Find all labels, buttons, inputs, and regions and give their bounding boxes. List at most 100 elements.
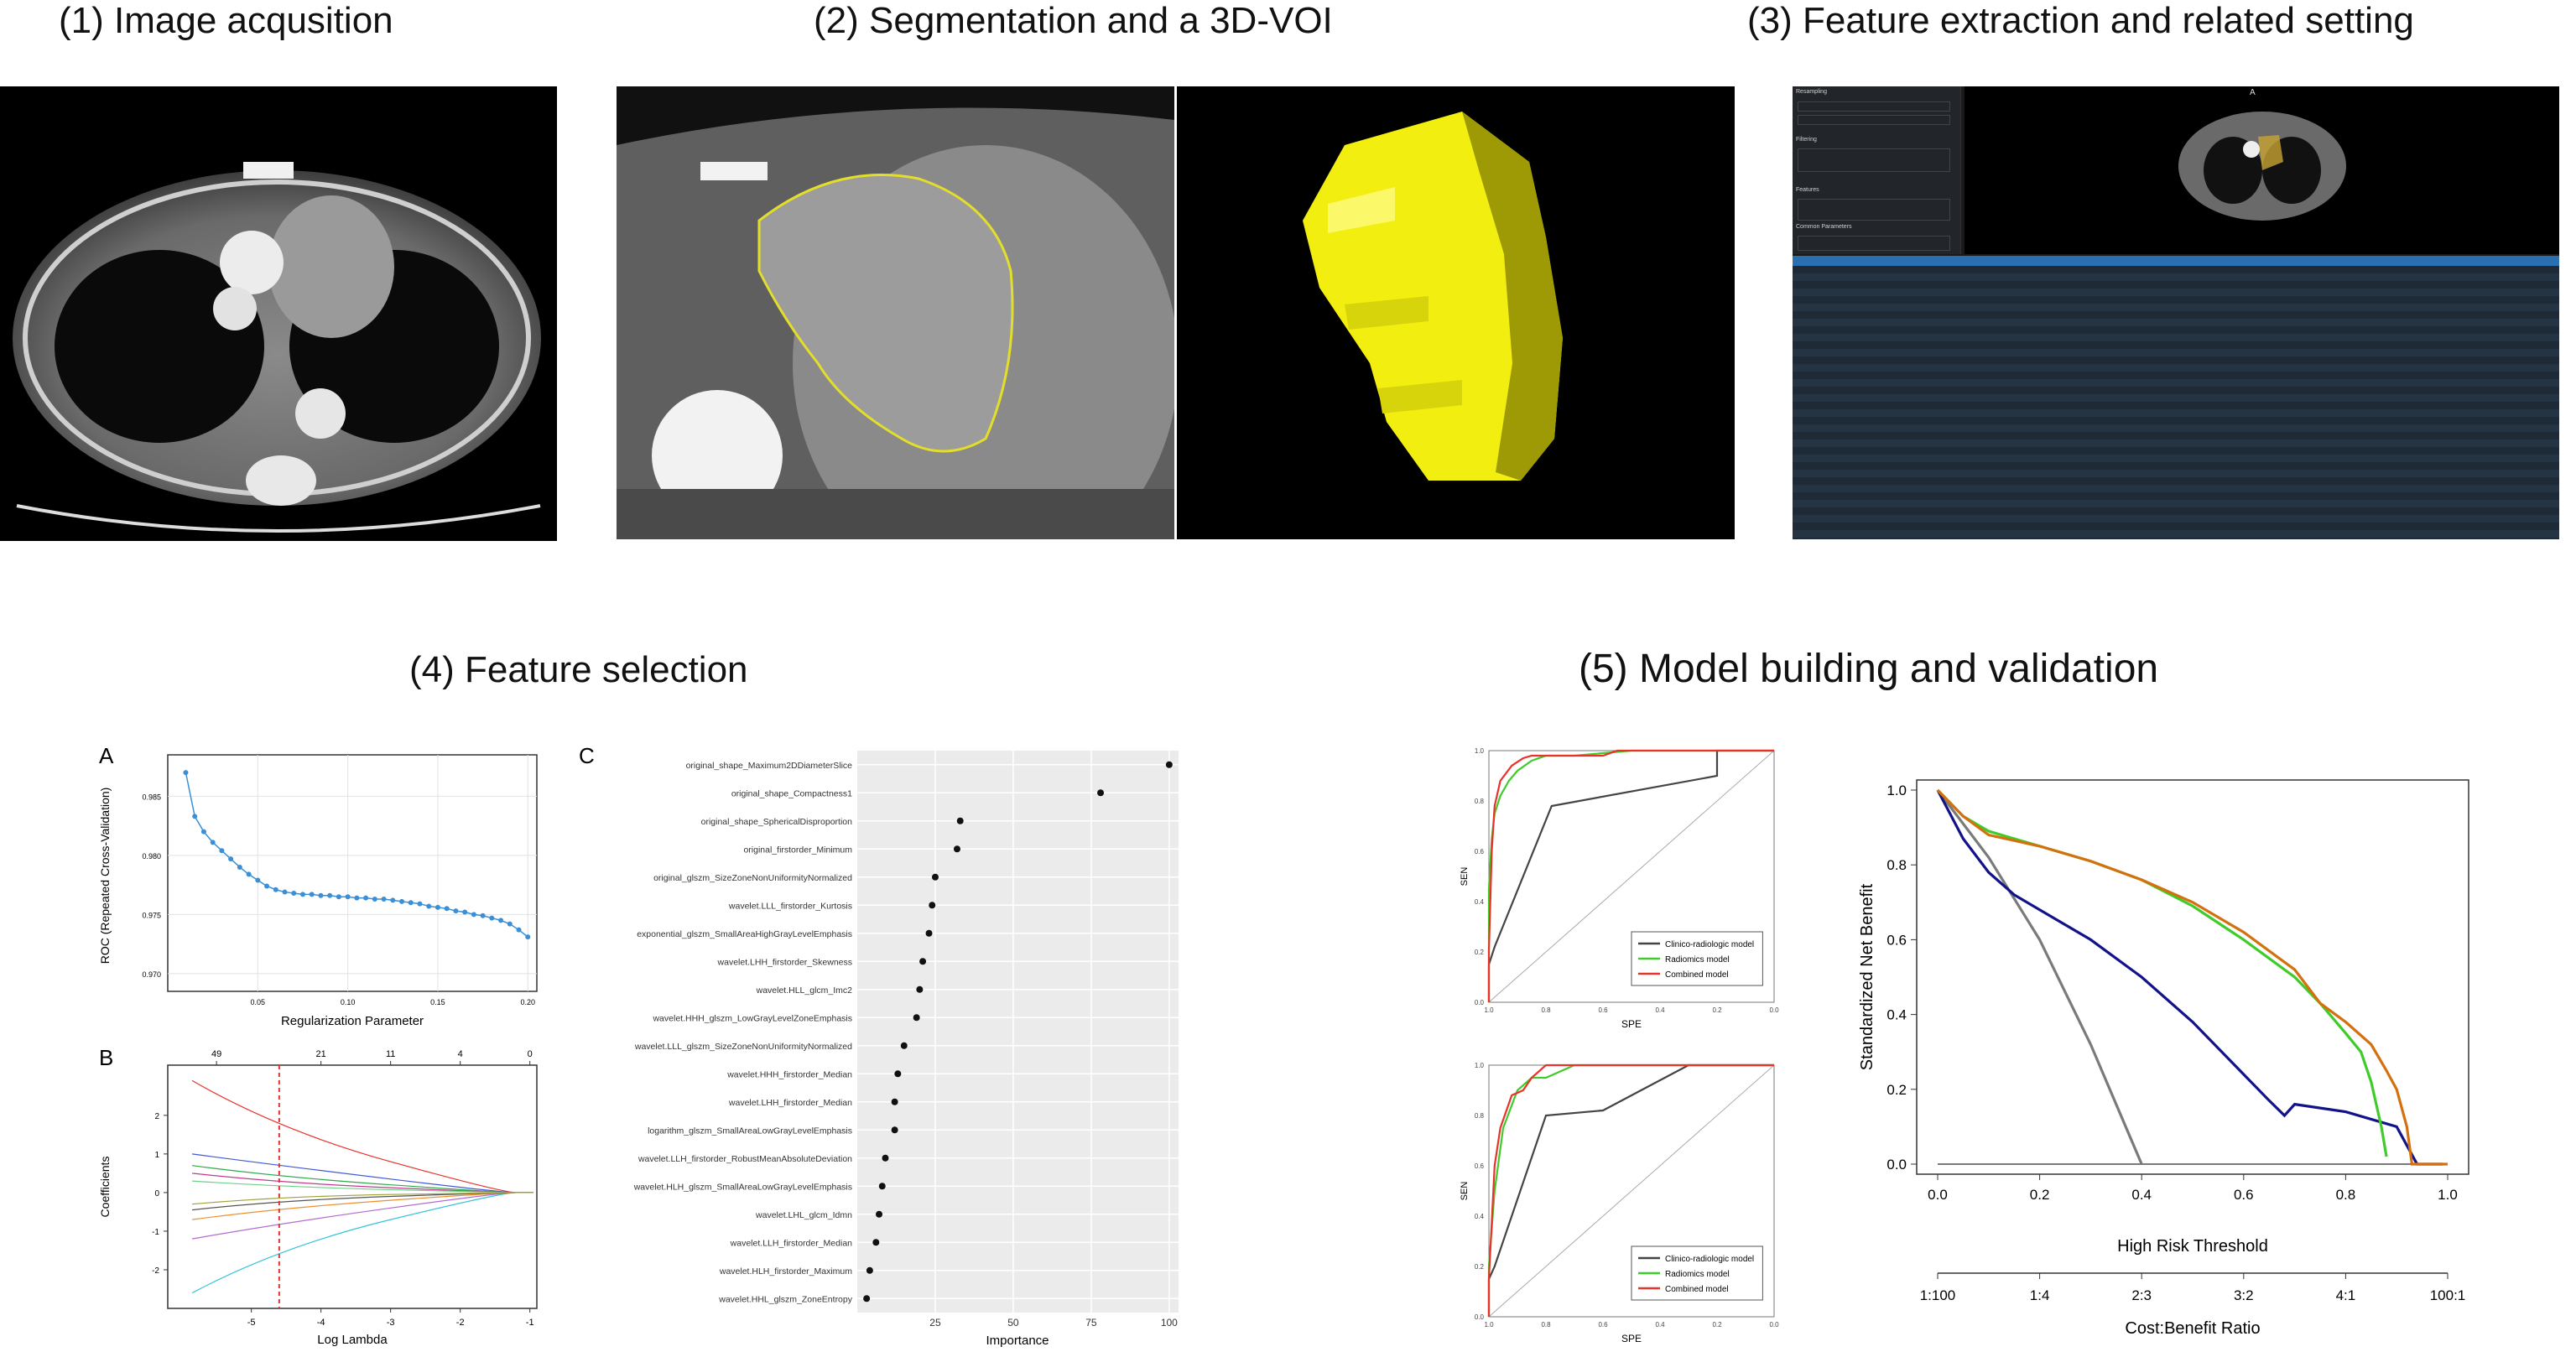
ct-preview: A bbox=[1965, 86, 2559, 254]
roc-point bbox=[299, 892, 305, 897]
roc-point bbox=[489, 915, 495, 921]
importance-point bbox=[872, 1239, 880, 1246]
y-tick-label: 0.0 bbox=[1475, 999, 1485, 1006]
roc-point bbox=[453, 908, 459, 914]
coefficient-path bbox=[191, 1192, 533, 1240]
y-tick-label: 0 bbox=[154, 1189, 159, 1199]
cost-tick-label: 1:100 bbox=[1920, 1287, 1956, 1303]
roc-point bbox=[255, 877, 261, 883]
section-filtering: Filtering bbox=[1796, 137, 1817, 143]
feature-label: wavelet.LHL_glcm_Idmn bbox=[755, 1210, 852, 1220]
legend-label: Combined model bbox=[1665, 1285, 1729, 1294]
coefficient-path bbox=[191, 1079, 533, 1193]
importance-point bbox=[891, 1126, 898, 1134]
y-tick-label: 0.8 bbox=[1475, 798, 1485, 805]
legend-label: Clinico-radiologic model bbox=[1665, 940, 1754, 949]
panel-a-xlabel: Regularization Parameter bbox=[281, 1014, 424, 1028]
dca-chart: 0.0 0.2 0.4 0.6 0.8 1.0 0.0 0.2 0.4 0.6 0.8 1.0 1:… bbox=[1858, 779, 2469, 1338]
roc-point bbox=[426, 903, 432, 909]
diagonal-reference bbox=[1488, 1064, 1775, 1318]
3d-voi-render bbox=[1177, 86, 1735, 539]
feature-label: wavelet.LLL_firstorder_Kurtosis bbox=[728, 901, 852, 911]
x-tick-label: 1.0 bbox=[2438, 1187, 2458, 1203]
feature-label: original_glszm_SizeZoneNonUniformityNorm… bbox=[653, 873, 852, 883]
x-tick-label: 0.6 bbox=[1598, 1006, 1608, 1014]
panel-b-ylabel: Coefficients bbox=[98, 1157, 112, 1218]
settings-sidebar: Resampling Filtering Features Common Par… bbox=[1793, 86, 1961, 254]
y-tick-label: 0.2 bbox=[1475, 949, 1485, 956]
x-tick-label: -2 bbox=[456, 1318, 465, 1328]
y-tick-label: 1.0 bbox=[1475, 1062, 1485, 1069]
legend-label: Combined model bbox=[1665, 970, 1729, 980]
importance-point bbox=[882, 1154, 889, 1162]
section-resampling: Resampling bbox=[1796, 89, 1827, 95]
cost-tick-label: 3:2 bbox=[2234, 1287, 2254, 1303]
feature-label: original_firstorder_Minimum bbox=[743, 845, 852, 855]
roc-test-chart: 1.00.80.60.40.20.01.0 0.8 0.6 0.4 0.2 0.0SENS… bbox=[1460, 1062, 1779, 1344]
net-benefit-curve bbox=[1936, 788, 2388, 1157]
coefficient-path bbox=[192, 1192, 533, 1205]
importance-point bbox=[866, 1266, 873, 1274]
feature-label: wavelet.HHH_firstorder_Median bbox=[726, 1069, 852, 1079]
importance-point bbox=[891, 1098, 898, 1105]
x-tick-label: 75 bbox=[1085, 1317, 1097, 1329]
feature-label: logarithm_glszm_SmallAreaLowGrayLevelEmp… bbox=[648, 1126, 852, 1136]
y-tick-label: 0.6 bbox=[1475, 1162, 1485, 1170]
cost-tick-label: 1:4 bbox=[2030, 1287, 2050, 1303]
roc-point bbox=[372, 897, 377, 902]
panel-c-chart: C original_shape_Maximum2DDiameterSliceo… bbox=[579, 743, 1179, 1348]
x-tick-label: 0.15 bbox=[430, 998, 445, 1006]
step5-title: (5) Model building and validation bbox=[1579, 647, 2159, 691]
roc-point bbox=[417, 901, 423, 907]
roc-xlabel: SPE bbox=[1621, 1333, 1642, 1344]
feature-label: original_shape_Compactness1 bbox=[731, 788, 852, 798]
importance-point bbox=[878, 1183, 886, 1190]
roc-point bbox=[192, 814, 198, 819]
legend-label: Radiomics model bbox=[1665, 1270, 1730, 1279]
dca-xlabel: High Risk Threshold bbox=[2117, 1237, 2268, 1256]
x-tick-label: 0.2 bbox=[2030, 1187, 2050, 1203]
roc-point bbox=[381, 897, 387, 902]
roc-point bbox=[219, 848, 225, 854]
roc-point bbox=[228, 856, 234, 862]
panel-b-letter: B bbox=[99, 1045, 113, 1070]
panel-a-letter: A bbox=[99, 743, 114, 768]
top-tick-label: 49 bbox=[211, 1049, 221, 1059]
cost-tick-label: 100:1 bbox=[2430, 1287, 2466, 1303]
section-common-parameters: Common Parameters bbox=[1796, 224, 1852, 230]
view-label: A bbox=[2250, 88, 2256, 97]
x-tick-label: 1.0 bbox=[1484, 1006, 1494, 1014]
section-features: Features bbox=[1796, 187, 1819, 193]
coefficient-path bbox=[191, 1192, 533, 1294]
roc-point bbox=[264, 883, 270, 889]
roc-point bbox=[345, 894, 351, 900]
y-tick-label: 0.985 bbox=[142, 793, 161, 801]
progress-bar bbox=[1793, 256, 2559, 266]
roc-point bbox=[363, 895, 369, 901]
legend-label: Clinico-radiologic model bbox=[1665, 1255, 1754, 1264]
roc-point bbox=[237, 864, 242, 870]
panel-b-xlabel: Log Lambda bbox=[317, 1333, 388, 1347]
y-tick-label: 0.2 bbox=[1886, 1082, 1907, 1098]
feature-label: wavelet.HLH_glszm_SmallAreaLowGrayLevelE… bbox=[633, 1182, 852, 1192]
x-tick-label: 25 bbox=[929, 1317, 941, 1329]
y-tick-label: 0.970 bbox=[142, 970, 161, 979]
y-tick-label: 1.0 bbox=[1475, 747, 1485, 755]
y-tick-label: 0.975 bbox=[142, 911, 161, 919]
roc-point bbox=[200, 829, 206, 835]
x-tick-label: 0.0 bbox=[1769, 1321, 1779, 1329]
x-tick-label: -4 bbox=[317, 1318, 325, 1328]
step4-title: (4) Feature selection bbox=[409, 649, 748, 690]
roc-point bbox=[507, 921, 513, 927]
feature-label: wavelet.LLL_glszm_SizeZoneNonUniformityN… bbox=[634, 1042, 852, 1052]
top-tick-label: 11 bbox=[386, 1049, 395, 1059]
y-tick-label: -1 bbox=[152, 1228, 159, 1237]
x-tick-label: 0.20 bbox=[521, 998, 536, 1006]
x-tick-label: 0.8 bbox=[2336, 1187, 2356, 1203]
importance-point bbox=[953, 845, 960, 853]
x-tick-label: 0.0 bbox=[1928, 1187, 1948, 1203]
y-tick-label: 1 bbox=[154, 1151, 159, 1160]
feature-label: original_shape_SphericalDisproportion bbox=[701, 817, 853, 827]
step3-title: (3) Feature extraction and related setti… bbox=[1747, 0, 2414, 41]
x-tick-label: -1 bbox=[526, 1318, 534, 1328]
